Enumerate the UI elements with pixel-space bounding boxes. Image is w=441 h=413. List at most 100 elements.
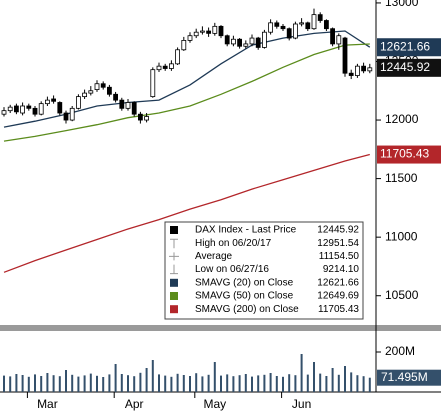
candle-body <box>280 25 286 30</box>
volume-bar <box>34 374 36 392</box>
volume-bar <box>275 376 278 392</box>
legend-icon <box>170 264 178 275</box>
volume-bar <box>170 376 173 392</box>
sma-line <box>3 43 370 142</box>
volume-bar <box>189 376 191 392</box>
volume-bar <box>139 372 142 392</box>
candle-body <box>367 67 373 72</box>
candle-body <box>100 83 106 88</box>
volume-bar <box>15 374 18 392</box>
volume-bar <box>294 375 297 392</box>
candle-body <box>317 14 323 21</box>
candle-body <box>119 99 125 109</box>
volume-bar <box>120 374 123 392</box>
candle-body <box>193 31 199 37</box>
candle-body <box>69 107 75 121</box>
candle-body <box>137 113 143 121</box>
volume-bar <box>114 364 117 392</box>
sma-line <box>3 153 370 273</box>
candle-body <box>323 20 329 30</box>
legend-value: 11154.50 <box>319 251 360 262</box>
volume-bar <box>102 377 105 392</box>
candle-body <box>274 22 280 27</box>
volume-bar <box>319 373 322 392</box>
candle-body <box>330 28 336 45</box>
candle-body <box>45 99 50 105</box>
panel-separator <box>0 325 441 331</box>
legend-icon <box>169 252 179 261</box>
volume-bar <box>201 376 204 392</box>
candle-body <box>286 28 292 39</box>
volume-bar <box>207 374 210 392</box>
volume-bar <box>71 374 74 392</box>
y-tick-label: 11500 <box>385 171 418 185</box>
candle-body <box>113 93 118 101</box>
price-tag-label: 11705.43 <box>380 147 429 161</box>
x-tick-label: Apr <box>125 397 144 411</box>
volume-tag <box>377 369 441 386</box>
candle-body <box>175 49 181 65</box>
candle-body <box>224 35 230 45</box>
candle-body <box>230 38 236 45</box>
y-tick-label: 10500 <box>385 288 419 302</box>
candle-body <box>354 65 360 76</box>
volume-bar <box>27 376 30 392</box>
candle-body <box>94 83 100 90</box>
candle-body <box>187 35 193 41</box>
candle-body <box>299 22 305 25</box>
volume-bar <box>300 354 303 392</box>
legend-icon <box>170 292 178 300</box>
volume-bar <box>288 374 291 392</box>
volume-bar <box>182 375 185 392</box>
candle-body <box>268 22 274 33</box>
volume-bar <box>58 376 61 392</box>
volume-bar <box>350 372 353 392</box>
volume-bar <box>145 368 148 392</box>
candle-body <box>82 92 87 98</box>
volume-bar <box>21 375 24 392</box>
candle-body <box>199 30 205 33</box>
volume-bar <box>108 374 111 392</box>
candle-body <box>7 106 13 112</box>
volume-bar <box>220 375 222 392</box>
candle-body <box>88 90 94 94</box>
candle-body <box>261 31 267 48</box>
volume-bar <box>40 376 43 392</box>
y-tick-label: 11000 <box>385 229 418 243</box>
candle-body <box>150 69 156 98</box>
legend-label: Average <box>195 251 233 262</box>
candle-body <box>156 65 162 71</box>
candle-body <box>168 63 174 69</box>
volume-bar <box>83 375 86 392</box>
candle-body <box>305 22 311 30</box>
candle-body <box>348 72 354 76</box>
legend-icon <box>170 305 178 314</box>
volume-bar <box>46 373 49 392</box>
candle-body <box>107 86 112 95</box>
legend-value: 12951.54 <box>317 238 359 249</box>
candle-body <box>181 40 187 51</box>
volume-bar <box>52 375 55 392</box>
volume-bar <box>356 375 359 392</box>
y-tick-label: 12000 <box>385 112 419 126</box>
x-tick-label: Jun <box>292 397 311 411</box>
legend-value: 9214.10 <box>323 264 360 275</box>
volume-bar <box>65 370 67 392</box>
x-tick-label: May <box>203 397 226 411</box>
candle-body <box>26 105 32 109</box>
price-tag <box>377 58 441 77</box>
volume-bar <box>337 374 340 392</box>
candle-body <box>361 65 367 72</box>
legend-label: SMAVG (50) on Close <box>195 291 294 302</box>
legend-icon <box>170 278 178 287</box>
volume-bar <box>158 374 160 392</box>
candle-body <box>212 25 218 34</box>
volume-bar <box>238 375 241 392</box>
candle-body <box>76 96 81 109</box>
volume-bar <box>96 375 98 392</box>
volume-bar <box>3 375 5 392</box>
volume-bar <box>251 376 253 392</box>
price-tag-label: 12445.92 <box>380 60 430 74</box>
price-tag <box>377 145 441 164</box>
